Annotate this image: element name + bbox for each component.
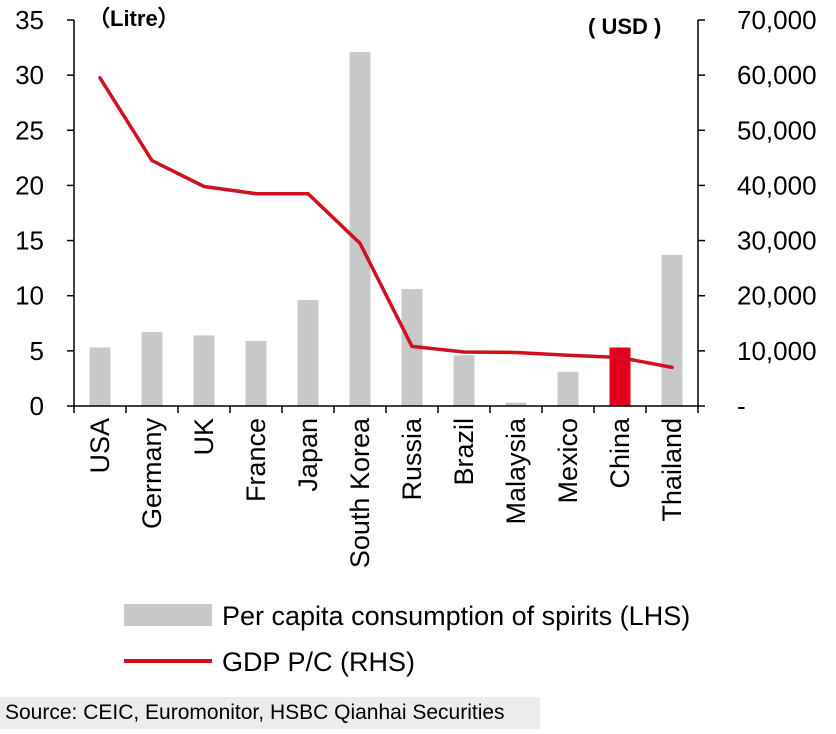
left-unit-label: （Litre） — [88, 6, 180, 31]
bar-uk — [193, 335, 215, 406]
category-label: Malaysia — [501, 417, 531, 525]
category-label: South Korea — [345, 417, 375, 568]
axis-labels: 0 5 10 15 20 25 30 35 - 10,000 20,000 30,000 40,000 5… — [15, 5, 816, 568]
category-label: China — [605, 417, 635, 489]
gdp-line-series — [98, 76, 674, 370]
bar-china — [609, 347, 631, 406]
bar-usa — [89, 347, 111, 406]
category-label: Brazil — [449, 418, 479, 486]
left-tick-label: 20 — [15, 170, 44, 200]
gdp-point-usa — [98, 76, 102, 80]
right-tick-label: 20,000 — [737, 281, 817, 311]
bar-thailand — [661, 254, 683, 406]
gdp-point-france — [254, 192, 258, 196]
right-tick-label: 70,000 — [737, 5, 817, 35]
category-label: Mexico — [553, 418, 583, 504]
source-footer: Source: CEIC, Euromonitor, HSBC Qianhai … — [0, 697, 540, 729]
bar-series — [89, 52, 683, 406]
category-label: France — [241, 418, 271, 502]
gdp-point-china — [618, 356, 622, 359]
left-tick-label: 10 — [15, 281, 44, 311]
category-label: Russia — [397, 417, 427, 501]
bar-france — [245, 340, 267, 406]
gdp-point-brazil — [462, 350, 466, 354]
bar-japan — [297, 300, 319, 406]
left-tick-label: 30 — [15, 60, 44, 90]
bar-malaysia — [505, 402, 527, 406]
bar-brazil — [453, 355, 475, 406]
left-tick-label: 15 — [15, 226, 44, 256]
gdp-point-japan — [306, 192, 310, 196]
bar-mexico — [557, 371, 579, 406]
gdp-point-germany — [150, 159, 154, 163]
gdp-point-mexico — [566, 353, 570, 357]
left-tick-label: 0 — [30, 391, 44, 421]
right-tick-label: 30,000 — [737, 226, 817, 256]
legend-label-line: GDP P/C (RHS) — [222, 647, 415, 677]
right-tick-label: 50,000 — [737, 115, 817, 145]
right-tick-label: - — [737, 391, 746, 421]
gdp-point-malaysia — [514, 351, 518, 354]
gdp-point-russia — [410, 344, 414, 348]
category-label: Japan — [293, 418, 323, 492]
category-label: USA — [85, 418, 115, 474]
source-text: Source: CEIC, Euromonitor, HSBC Qianhai … — [5, 701, 505, 724]
bar-germany — [141, 332, 163, 406]
right-unit-label: ( USD ) — [588, 14, 661, 39]
legend: Per capita consumption of spirits (LHS) G… — [124, 601, 690, 677]
legend-swatch-bar — [124, 604, 212, 626]
right-tick-label: 60,000 — [737, 60, 817, 90]
gdp-line — [98, 76, 674, 370]
gdp-point-thailand — [670, 365, 674, 369]
right-tick-label: 10,000 — [737, 336, 817, 366]
category-label: UK — [189, 418, 219, 456]
gdp-point-uk — [202, 185, 206, 188]
left-tick-label: 25 — [15, 115, 44, 145]
gdp-point-south-korea — [358, 241, 362, 245]
left-tick-label: 5 — [30, 336, 44, 366]
left-tick-label: 35 — [15, 5, 44, 35]
axes — [67, 19, 705, 413]
legend-label-bar: Per capita consumption of spirits (LHS) — [222, 601, 690, 631]
right-tick-label: 40,000 — [737, 170, 817, 200]
category-label: Thailand — [657, 418, 687, 522]
bar-south-korea — [349, 52, 371, 406]
category-label: Germany — [137, 418, 167, 530]
